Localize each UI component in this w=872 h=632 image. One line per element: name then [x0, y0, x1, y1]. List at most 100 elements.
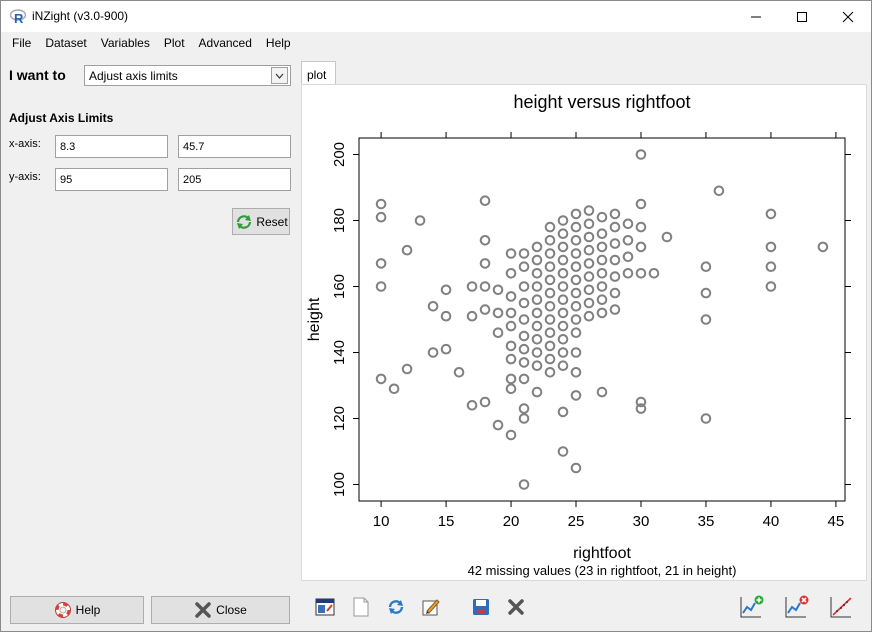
data-point — [570, 287, 582, 299]
data-point — [557, 360, 569, 372]
data-point — [531, 281, 543, 292]
menu-advanced[interactable]: Advanced — [198, 36, 252, 50]
save-icon[interactable] — [470, 596, 492, 618]
data-point — [466, 310, 478, 322]
data-point — [440, 343, 452, 355]
data-point — [583, 258, 595, 269]
data-point — [544, 314, 556, 325]
data-point — [505, 353, 517, 365]
data-point — [765, 261, 777, 272]
close-label: Close — [216, 603, 247, 617]
menu-bar: File Dataset Variables Plot Advanced Hel… — [1, 32, 296, 55]
x-max-field[interactable]: 45.7 — [178, 135, 291, 158]
data-point — [544, 327, 556, 338]
action-select-value: Adjust axis limits — [89, 69, 178, 83]
data-point — [479, 281, 491, 292]
data-point — [544, 261, 556, 272]
data-point — [479, 195, 491, 206]
x-tick-label: 35 — [698, 513, 715, 530]
menu-dataset[interactable]: Dataset — [45, 36, 87, 50]
close-window-button[interactable] — [825, 1, 871, 32]
data-point — [479, 304, 491, 315]
data-point — [492, 419, 504, 431]
y-tick-label: 100 — [331, 472, 348, 497]
refresh-icon — [237, 214, 252, 229]
data-point — [765, 208, 777, 220]
data-point — [713, 185, 725, 197]
r-logo-icon: R — [9, 8, 27, 26]
x-min-field[interactable]: 8.3 — [55, 135, 168, 158]
close-button[interactable]: Close — [151, 596, 290, 624]
remove-plot-icon[interactable] — [784, 595, 810, 618]
data-point — [427, 301, 439, 312]
trend-line-icon[interactable] — [829, 596, 855, 618]
data-point — [518, 479, 530, 490]
menu-plot[interactable]: Plot — [163, 36, 185, 50]
data-point — [492, 327, 504, 338]
window-title: iNZight (v3.0-900) — [32, 9, 129, 23]
y-tick-label: 120 — [331, 406, 348, 431]
x-tick-label: 40 — [763, 513, 780, 530]
y-max-field[interactable]: 205 — [178, 168, 291, 191]
tab-plot[interactable]: plot — [301, 61, 336, 85]
y-tick-label: 160 — [331, 274, 348, 299]
data-point — [570, 221, 582, 233]
lifebuoy-icon — [54, 602, 71, 618]
data-point — [609, 271, 621, 282]
data-point — [557, 307, 569, 319]
new-document-icon[interactable] — [350, 596, 372, 618]
data-point — [596, 268, 608, 279]
y-tick-label: 140 — [331, 340, 348, 365]
y-axis-title: height — [306, 297, 323, 341]
data-point — [635, 403, 647, 414]
add-plot-icon[interactable] — [739, 595, 765, 618]
data-point — [635, 268, 647, 279]
data-point — [557, 406, 569, 418]
data-point — [596, 307, 608, 319]
y-min-field[interactable]: 95 — [55, 168, 168, 191]
data-point — [570, 347, 582, 358]
data-point — [505, 429, 517, 441]
data-point — [583, 310, 595, 322]
data-point — [583, 284, 595, 296]
chevron-down-icon[interactable] — [271, 67, 288, 84]
data-point — [596, 241, 608, 253]
data-point — [557, 334, 569, 345]
data-point — [557, 241, 569, 253]
data-point — [817, 241, 829, 253]
data-point — [609, 304, 621, 315]
menu-help[interactable]: Help — [265, 36, 291, 50]
data-point — [557, 281, 569, 292]
action-select[interactable]: Adjust axis limits — [84, 65, 291, 86]
data-point — [583, 271, 595, 282]
new-window-icon[interactable] — [314, 596, 336, 618]
data-point — [570, 301, 582, 312]
data-point — [531, 241, 543, 253]
data-point — [544, 353, 556, 365]
data-point — [518, 330, 530, 342]
data-point — [531, 254, 543, 266]
x-axis-title: rightfoot — [573, 545, 631, 562]
data-point — [570, 208, 582, 220]
help-button[interactable]: Help — [10, 596, 144, 624]
data-point — [700, 314, 712, 325]
maximize-button[interactable] — [779, 1, 825, 32]
data-point — [518, 261, 530, 272]
data-point — [479, 258, 491, 269]
delete-icon[interactable] — [505, 596, 527, 618]
data-point — [518, 373, 530, 385]
menu-file[interactable]: File — [12, 36, 32, 50]
data-point — [596, 254, 608, 266]
data-point — [388, 383, 400, 395]
missing-values-note: 42 missing values (23 in rightfoot, 21 i… — [468, 563, 737, 578]
menu-variables[interactable]: Variables — [100, 36, 150, 50]
data-point — [544, 340, 556, 352]
data-point — [375, 211, 387, 223]
refresh-plot-icon[interactable] — [385, 596, 407, 618]
edit-icon[interactable] — [420, 596, 442, 618]
reset-button[interactable]: Reset — [232, 208, 290, 235]
data-point — [596, 228, 608, 239]
minimize-button[interactable] — [733, 1, 779, 32]
x-tick-label: 10 — [373, 513, 390, 530]
